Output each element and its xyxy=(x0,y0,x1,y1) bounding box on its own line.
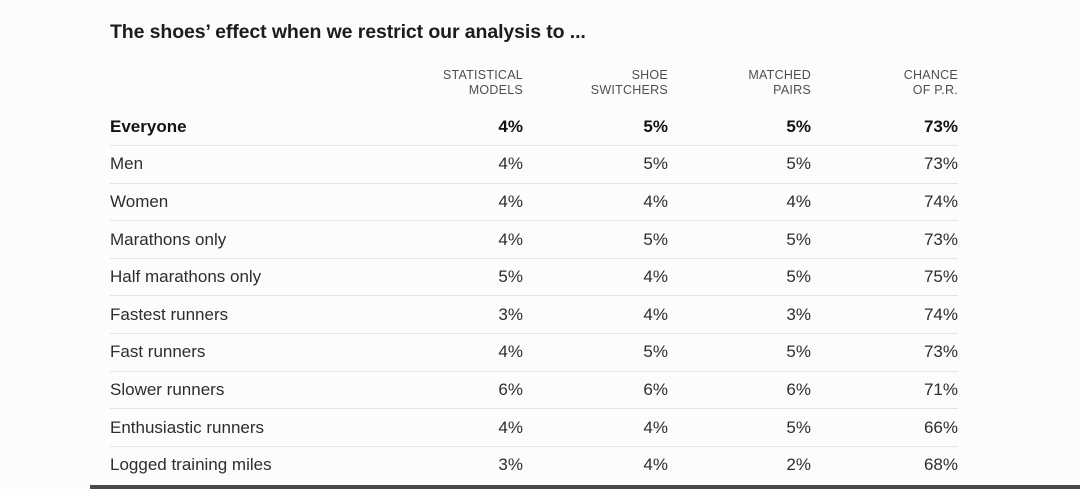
cell-value: 4% xyxy=(786,191,811,211)
table-row: Fast runners 4% 5% 5% 73% xyxy=(110,333,958,371)
cell-value: 6% xyxy=(786,379,811,399)
cell-value: 4% xyxy=(498,154,523,174)
cell-value: 5% xyxy=(498,267,523,287)
cell-value: 3% xyxy=(786,304,811,324)
cell-value: 4% xyxy=(643,417,668,437)
cell-value: 5% xyxy=(643,116,668,136)
cell-value: 5% xyxy=(786,116,811,136)
cell-value: 73% xyxy=(923,154,958,174)
column-header-chance-of-pr: CHANCE OF P.R. xyxy=(903,68,958,97)
cell-value: 5% xyxy=(786,229,811,249)
cell-value: 73% xyxy=(923,229,958,249)
column-header-statistical-models: STATISTICAL MODELS xyxy=(442,68,523,97)
row-label: Half marathons only xyxy=(110,267,262,287)
row-label: Men xyxy=(110,154,144,174)
table-row: Slower runners 6% 6% 6% 71% xyxy=(110,370,958,409)
cell-value: 71% xyxy=(923,379,958,399)
row-label: Logged training miles xyxy=(110,455,272,475)
row-label: Women xyxy=(110,191,169,211)
cell-value: 66% xyxy=(923,417,958,437)
table-row: Half marathons only 5% 4% 5% 75% xyxy=(110,257,958,296)
cell-value: 73% xyxy=(923,116,958,136)
table-header-row: STATISTICAL MODELS SHOE SWITCHERS MATCHE… xyxy=(110,68,958,109)
cell-value: 4% xyxy=(643,304,668,324)
bottom-edge-bar xyxy=(90,485,1080,489)
cell-value: 5% xyxy=(786,267,811,287)
cell-value: 3% xyxy=(498,304,523,324)
cell-value: 6% xyxy=(643,379,668,399)
cell-value: 5% xyxy=(643,342,668,362)
cell-value: 73% xyxy=(923,342,958,362)
cell-value: 4% xyxy=(643,267,668,287)
cell-value: 4% xyxy=(498,417,523,437)
row-label: Slower runners xyxy=(110,379,225,399)
table-row: Women 4% 4% 4% 74% xyxy=(110,182,958,221)
table-row: Logged training miles 3% 4% 2% 68% xyxy=(110,445,958,484)
cell-value: 4% xyxy=(643,455,668,475)
cell-value: 4% xyxy=(498,116,523,136)
row-label: Fast runners xyxy=(110,342,206,362)
row-label: Fastest runners xyxy=(110,304,229,324)
cell-value: 5% xyxy=(643,229,668,249)
row-label: Enthusiastic runners xyxy=(110,417,265,437)
cell-value: 5% xyxy=(643,154,668,174)
cell-value: 6% xyxy=(498,379,523,399)
cell-value: 74% xyxy=(923,304,958,324)
table-row: Fastest runners 3% 4% 3% 74% xyxy=(110,295,958,333)
table-row: Enthusiastic runners 4% 4% 5% 66% xyxy=(110,408,958,446)
cell-value: 4% xyxy=(498,191,523,211)
cell-value: 5% xyxy=(786,342,811,362)
cell-value: 2% xyxy=(786,455,811,475)
cell-value: 4% xyxy=(643,191,668,211)
table-row: Everyone 4% 5% 5% 73% xyxy=(110,109,958,146)
data-table: STATISTICAL MODELS SHOE SWITCHERS MATCHE… xyxy=(110,68,958,483)
cell-value: 74% xyxy=(923,191,958,211)
row-label: Everyone xyxy=(110,116,187,136)
cell-value: 5% xyxy=(786,417,811,437)
cell-value: 4% xyxy=(498,229,523,249)
table-row: Men 4% 5% 5% 73% xyxy=(110,145,958,183)
cell-value: 75% xyxy=(923,267,958,287)
column-header-matched-pairs: MATCHED PAIRS xyxy=(748,68,811,97)
column-header-shoe-switchers: SHOE SWITCHERS xyxy=(590,68,668,97)
cell-value: 5% xyxy=(786,154,811,174)
cell-value: 4% xyxy=(498,342,523,362)
table-row: Marathons only 4% 5% 5% 73% xyxy=(110,220,958,258)
row-label: Marathons only xyxy=(110,229,227,249)
page-title: The shoes’ effect when we restrict our a… xyxy=(110,21,586,43)
cell-value: 3% xyxy=(498,455,523,475)
cell-value: 68% xyxy=(923,455,958,475)
